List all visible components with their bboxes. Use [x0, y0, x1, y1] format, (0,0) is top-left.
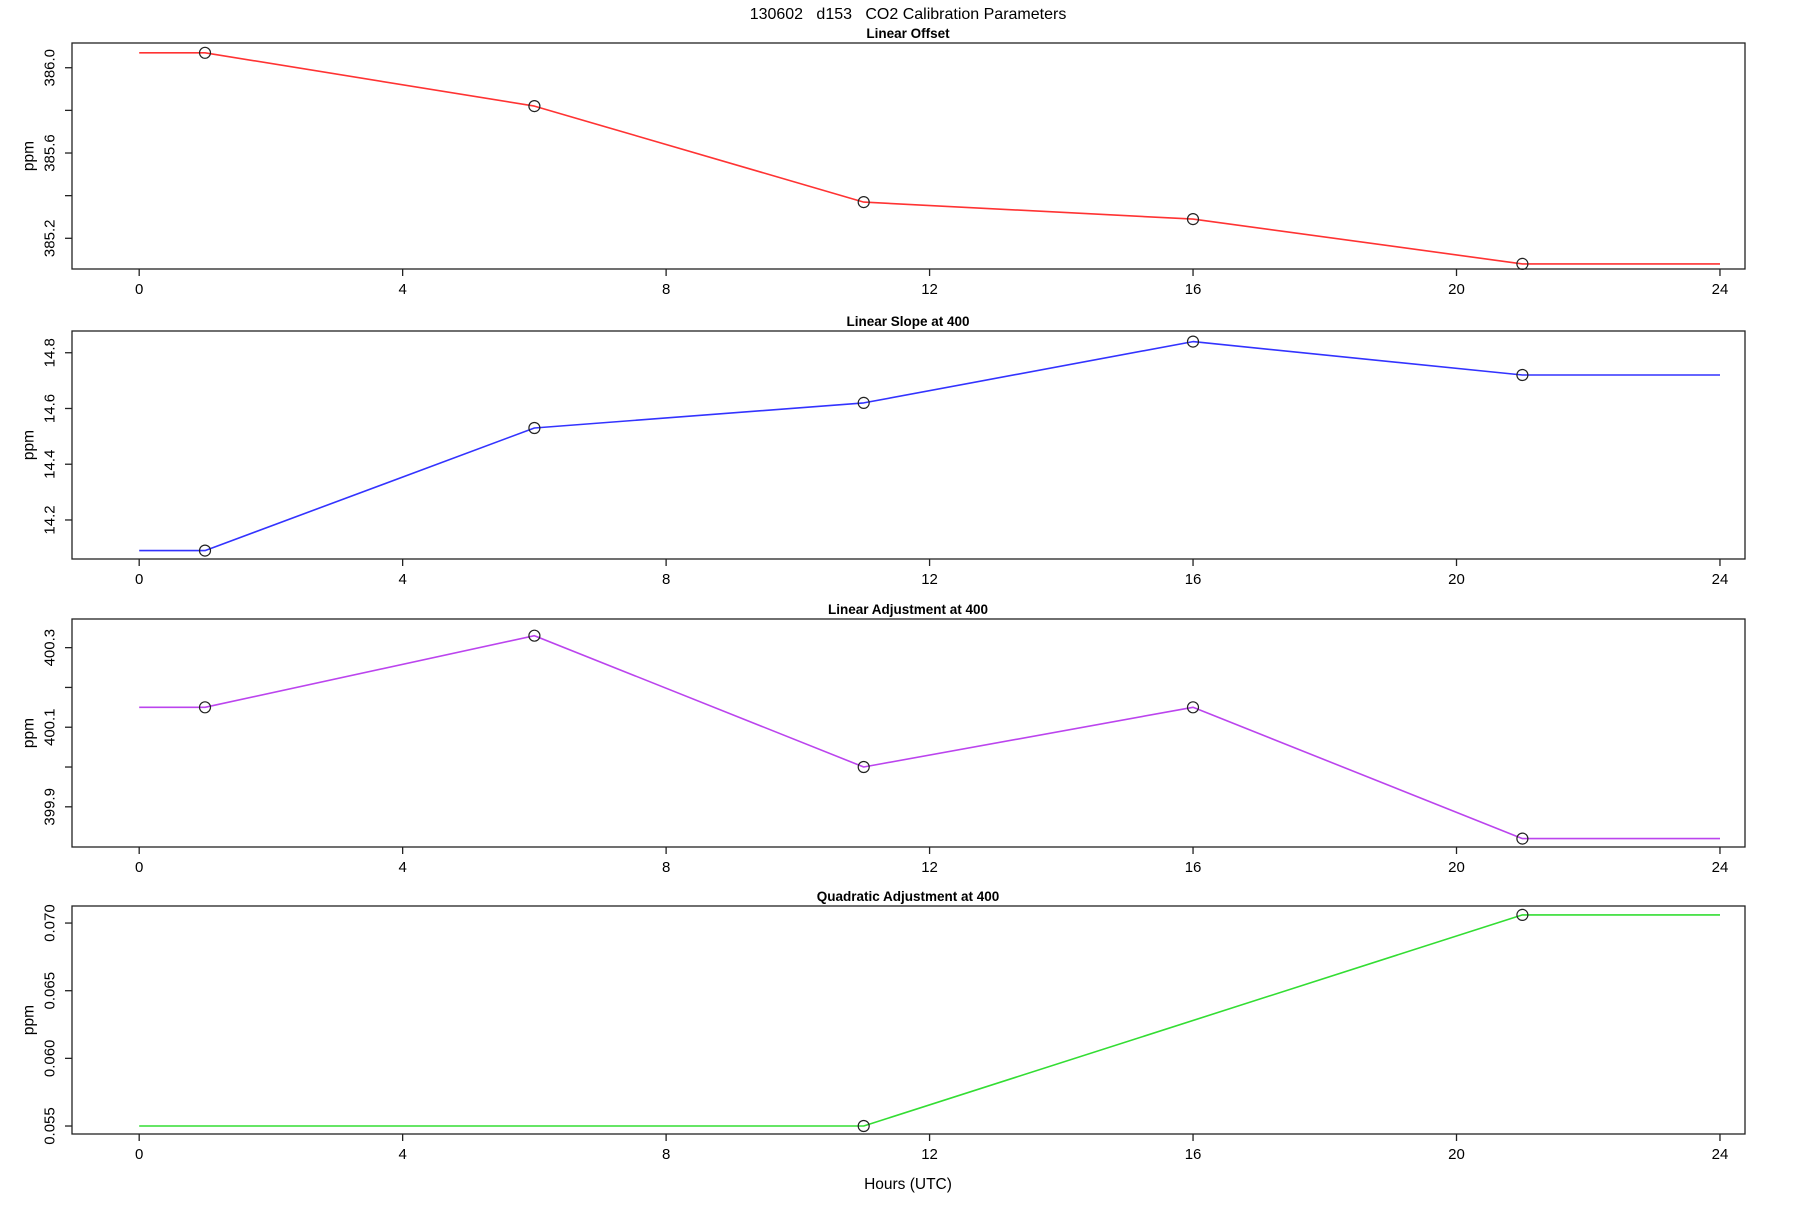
y-tick-label: 0.060 — [42, 1040, 59, 1078]
y-axis-label-quadratic-adjustment-at-400: ppm — [21, 1005, 38, 1035]
linear-adjustment-at-400-point-11 — [857, 760, 870, 774]
x-tick-label: 12 — [921, 859, 938, 876]
panel-title-linear-slope-at-400: Linear Slope at 400 — [846, 314, 969, 329]
x-tick-label: 16 — [1185, 281, 1202, 298]
x-tick-label: 0 — [135, 281, 143, 298]
x-tick-label: 4 — [398, 859, 406, 876]
linear-offset-point-21 — [1516, 257, 1529, 270]
y-tick-label: 0.055 — [42, 1107, 59, 1145]
y-axis-label-linear-offset: ppm — [21, 141, 38, 171]
panel-title-quadratic-adjustment-at-400: Quadratic Adjustment at 400 — [817, 889, 1000, 904]
linear-adjustment-at-400-point-16 — [1186, 701, 1200, 714]
linear-adjustment-at-400-point-21 — [1516, 832, 1529, 845]
panel-title-linear-offset: Linear Offset — [866, 26, 950, 41]
y-tick-label: 386.0 — [42, 49, 59, 87]
x-tick-label: 12 — [921, 571, 938, 588]
x-tick-label: 0 — [135, 1146, 143, 1163]
y-tick-label: 14.4 — [42, 450, 59, 479]
panel-linear-slope-at-400: Linear Slope at 400 0 4 8 12 16 20 24 14.2 14.4 14… — [21, 314, 1746, 588]
linear-offset-point-11 — [857, 196, 870, 209]
linear-adjustment-at-400-point-6 — [528, 629, 541, 642]
chart-panels-group: Linear Offset 0 4 8 12 16 20 24 385.2 385.6 386.0 p… — [21, 26, 1746, 1163]
x-tick-label: 0 — [135, 859, 143, 876]
x-axis-label: Hours (UTC) — [864, 1176, 952, 1193]
x-tick-label: 24 — [1712, 859, 1729, 876]
y-tick-label: 385.2 — [42, 220, 59, 258]
panel-linear-adjustment-at-400: Linear Adjustment at 400 0 4 8 12 16 20 24 399.9… — [21, 602, 1746, 876]
panel-box — [71, 42, 1746, 270]
panel-title-linear-adjustment-at-400: Linear Adjustment at 400 — [828, 602, 988, 617]
x-tick-label: 16 — [1185, 571, 1202, 588]
x-tick-label: 24 — [1712, 571, 1729, 588]
x-tick-label: 4 — [398, 571, 406, 588]
y-tick-label: 400.1 — [42, 708, 59, 746]
quadratic-adjustment-at-400-point-11 — [857, 1119, 870, 1133]
y-tick-label: 14.2 — [42, 505, 59, 534]
panel-box — [71, 330, 1746, 560]
x-tick-label: 4 — [398, 281, 406, 298]
x-tick-label: 12 — [921, 1146, 938, 1163]
linear-adjustment-at-400-point-1 — [198, 701, 212, 714]
linear-offset-point-1 — [198, 46, 212, 59]
x-tick-label: 20 — [1448, 571, 1465, 588]
x-tick-label: 24 — [1712, 281, 1729, 298]
linear-slope-at-400-point-11 — [857, 396, 870, 409]
linear-slope-at-400-point-21 — [1516, 368, 1529, 382]
y-tick-label: 400.3 — [42, 629, 59, 667]
linear-slope-at-400-point-16 — [1186, 335, 1200, 348]
panel-quadratic-adjustment-at-400: Quadratic Adjustment at 400 0 4 8 12 16 20 24 0.… — [21, 889, 1746, 1163]
x-tick-label: 12 — [921, 281, 938, 298]
x-tick-label: 20 — [1448, 859, 1465, 876]
panel-box — [71, 618, 1746, 848]
y-tick-label: 0.065 — [42, 972, 59, 1010]
x-tick-label: 8 — [662, 1146, 670, 1163]
linear-slope-at-400-line — [139, 340, 1720, 552]
x-tick-label: 20 — [1448, 1146, 1465, 1163]
x-tick-label: 4 — [398, 1146, 406, 1163]
x-tick-label: 8 — [662, 571, 670, 588]
y-tick-label: 14.6 — [42, 394, 59, 423]
linear-slope-at-400-point-6 — [528, 421, 541, 435]
y-tick-label: 399.9 — [42, 788, 59, 826]
chart-main-title: 130602 d153 CO2 Calibration Parameters — [750, 6, 1067, 23]
x-tick-label: 16 — [1185, 859, 1202, 876]
y-axis-label-linear-slope-at-400: ppm — [21, 430, 38, 460]
linear-offset-point-16 — [1186, 213, 1200, 226]
quadratic-adjustment-at-400-line — [139, 914, 1720, 1127]
x-tick-label: 20 — [1448, 281, 1465, 298]
linear-slope-at-400-point-1 — [198, 544, 212, 557]
x-tick-label: 8 — [662, 281, 670, 298]
y-tick-label: 0.070 — [42, 904, 59, 942]
linear-offset-point-6 — [528, 99, 541, 113]
panel-box — [71, 905, 1746, 1135]
x-tick-label: 24 — [1712, 1146, 1729, 1163]
y-tick-label: 385.6 — [42, 134, 59, 172]
x-tick-label: 0 — [135, 571, 143, 588]
x-tick-label: 8 — [662, 859, 670, 876]
x-tick-label: 16 — [1185, 1146, 1202, 1163]
panel-linear-offset: Linear Offset 0 4 8 12 16 20 24 385.2 385.6 386.0 p… — [21, 26, 1746, 298]
linear-offset-line — [139, 51, 1720, 265]
quadratic-adjustment-at-400-point-21 — [1516, 908, 1529, 922]
y-tick-label: 14.8 — [42, 338, 59, 367]
linear-adjustment-at-400-line — [139, 634, 1720, 840]
y-axis-label-linear-adjustment-at-400: ppm — [21, 718, 38, 748]
